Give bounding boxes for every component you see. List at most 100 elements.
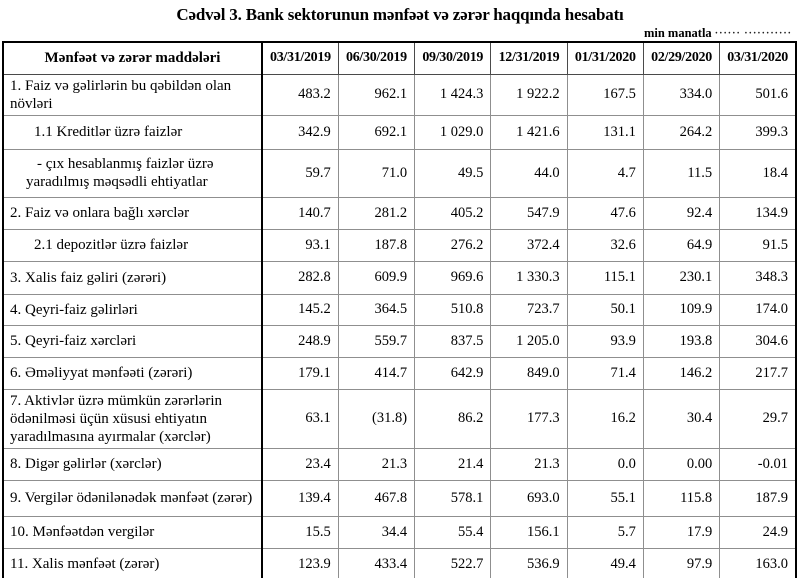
value-cell: 1 330.3 — [490, 260, 568, 295]
value-cell: 134.9 — [719, 196, 797, 230]
value-cell: 115.8 — [642, 479, 721, 517]
value-cell: 109.9 — [642, 293, 721, 326]
unit-note-line: min manatla ······ ··········· — [0, 26, 800, 41]
value-cell: 276.2 — [414, 228, 492, 262]
value-cell: 5.7 — [566, 515, 644, 549]
value-cell: 139.4 — [261, 479, 339, 517]
column-header-date: 03/31/2019 — [261, 41, 339, 75]
value-cell: 187.8 — [337, 228, 416, 262]
value-cell: 21.3 — [337, 447, 416, 481]
value-cell: 63.1 — [261, 388, 339, 449]
row-label: 2. Faiz və onlara bağlı xərclər — [2, 196, 263, 230]
row-label: 2.1 depozitlər üzrə faizlər — [2, 228, 263, 262]
table-row: 8. Digər gəlirlər (xərclər) 23.4 21.3 21.4 2… — [2, 447, 797, 481]
value-cell: (31.8) — [337, 388, 416, 449]
table-row: 9. Vergilər ödənilənədək mənfəət (zərər)… — [2, 479, 797, 517]
value-cell: 849.0 — [490, 356, 568, 390]
value-cell: 230.1 — [642, 260, 721, 295]
value-cell: 372.4 — [490, 228, 568, 262]
value-cell: 44.0 — [490, 148, 568, 198]
unit-note-leader: ······ ··········· — [714, 28, 792, 39]
value-cell: 642.9 — [414, 356, 492, 390]
value-cell: 177.3 — [490, 388, 568, 449]
value-cell: 364.5 — [337, 293, 416, 326]
table-row: - çıx hesablanmış faizlər üzrə yaradılmı… — [2, 148, 797, 198]
row-label: 9. Vergilər ödənilənədək mənfəət (zərər) — [2, 479, 263, 517]
value-cell: 0.00 — [642, 447, 721, 481]
value-cell: 167.5 — [566, 73, 644, 116]
value-cell: 342.9 — [261, 114, 339, 150]
value-cell: 24.9 — [719, 515, 797, 549]
value-cell: 962.1 — [337, 73, 416, 116]
column-header-date: 12/31/2019 — [490, 41, 568, 75]
table-body: 1. Faiz və gəlirlərin bu qəbildən olan n… — [2, 73, 797, 578]
table-row: 7. Aktivlər üzrə mümkün zərərlərin ödəni… — [2, 388, 797, 449]
value-cell: 248.9 — [261, 324, 339, 358]
value-cell: 34.4 — [337, 515, 416, 549]
value-cell: 609.9 — [337, 260, 416, 295]
value-cell: 115.1 — [566, 260, 644, 295]
value-cell: 29.7 — [719, 388, 797, 449]
value-cell: 467.8 — [337, 479, 416, 517]
value-cell: 32.6 — [566, 228, 644, 262]
value-cell: 156.1 — [490, 515, 568, 549]
value-cell: 93.1 — [261, 228, 339, 262]
value-cell: 399.3 — [719, 114, 797, 150]
value-cell: 93.9 — [566, 324, 644, 358]
table-row: 2. Faiz və onlara bağlı xərclər 140.7 281.… — [2, 196, 797, 230]
table-row: 1.1 Kreditlər üzrə faizlər 342.9 692.1 1 02… — [2, 114, 797, 150]
value-cell: 1 421.6 — [490, 114, 568, 150]
row-label: 1. Faiz və gəlirlərin bu qəbildən olan n… — [2, 73, 263, 116]
row-label: 10. Mənfəətdən vergilər — [2, 515, 263, 549]
table-row: 4. Qeyri-faiz gəlirləri 145.2 364.5 510.8 72… — [2, 293, 797, 326]
value-cell: 304.6 — [719, 324, 797, 358]
value-cell: 97.9 — [642, 547, 721, 578]
value-cell: 281.2 — [337, 196, 416, 230]
value-cell: 187.9 — [719, 479, 797, 517]
value-cell: 86.2 — [414, 388, 492, 449]
value-cell: 49.5 — [414, 148, 492, 198]
value-cell: 15.5 — [261, 515, 339, 549]
value-cell: 179.1 — [261, 356, 339, 390]
value-cell: 578.1 — [414, 479, 492, 517]
column-header-date: 06/30/2019 — [337, 41, 416, 75]
value-cell: 146.2 — [642, 356, 721, 390]
column-header-date: 01/31/2020 — [566, 41, 644, 75]
value-cell: 71.4 — [566, 356, 644, 390]
value-cell: 522.7 — [414, 547, 492, 578]
table-header: Mənfəət və zərər maddələri 03/31/2019 06/3… — [2, 41, 797, 75]
value-cell: 264.2 — [642, 114, 721, 150]
page-title: Cədvəl 3. Bank sektorunun mənfəət və zər… — [176, 5, 624, 24]
row-label: 7. Aktivlər üzrə mümkün zərərlərin ödəni… — [2, 388, 263, 449]
value-cell: 1 029.0 — [414, 114, 492, 150]
value-cell: 91.5 — [719, 228, 797, 262]
value-cell: 433.4 — [337, 547, 416, 578]
value-cell: 405.2 — [414, 196, 492, 230]
table-row: 5. Qeyri-faiz xərcləri 248.9 559.7 837.5 1 2… — [2, 324, 797, 358]
value-cell: 163.0 — [719, 547, 797, 578]
value-cell: 174.0 — [719, 293, 797, 326]
value-cell: 193.8 — [642, 324, 721, 358]
value-cell: 59.7 — [261, 148, 339, 198]
value-cell: 123.9 — [261, 547, 339, 578]
value-cell: 547.9 — [490, 196, 568, 230]
value-cell: 21.3 — [490, 447, 568, 481]
row-label: - çıx hesablanmış faizlər üzrə yaradılmı… — [2, 148, 263, 198]
value-cell: 55.1 — [566, 479, 644, 517]
column-header-date: 03/31/2020 — [719, 41, 797, 75]
value-cell: 510.8 — [414, 293, 492, 326]
value-cell: 71.0 — [337, 148, 416, 198]
table-row: 11. Xalis mənfəət (zərər) 123.9 433.4 522.7… — [2, 547, 797, 578]
table-row: 6. Əməliyyat mənfəəti (zərəri) 179.1 414.7… — [2, 356, 797, 390]
value-cell: 723.7 — [490, 293, 568, 326]
column-header-items: Mənfəət və zərər maddələri — [2, 41, 263, 75]
value-cell: 50.1 — [566, 293, 644, 326]
value-cell: 21.4 — [414, 447, 492, 481]
value-cell: 11.5 — [642, 148, 721, 198]
value-cell: 969.6 — [414, 260, 492, 295]
value-cell: 55.4 — [414, 515, 492, 549]
value-cell: 49.4 — [566, 547, 644, 578]
row-label: 5. Qeyri-faiz xərcləri — [2, 324, 263, 358]
unit-note: min manatla — [643, 26, 712, 40]
